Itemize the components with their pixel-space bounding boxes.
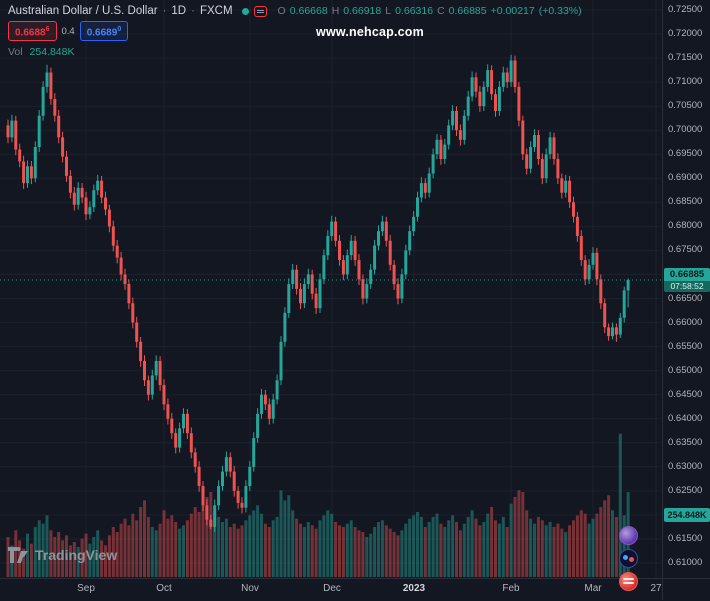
watermark: www.nehcap.com <box>316 25 424 39</box>
last-price-value: 0.66885 <box>669 269 705 280</box>
volume-legend: Vol 254.848K <box>8 46 582 58</box>
high-label: H <box>331 5 340 17</box>
price-axis-label: 0.72000 <box>668 28 703 40</box>
buy-button[interactable]: 0.66890 <box>79 21 129 42</box>
volume-label: Vol <box>8 46 23 59</box>
price-axis-label: 0.61000 <box>668 557 703 568</box>
time-axis-label: Mar <box>584 583 602 594</box>
volume-value: 254.848K <box>29 46 75 59</box>
separator: · <box>162 5 167 17</box>
floating-sticker-bar <box>619 526 638 591</box>
last-price-tag: 0.66885 07:58:52 <box>664 268 710 292</box>
price-axis-label: 0.64000 <box>668 412 703 424</box>
close-label: C <box>437 5 445 17</box>
price-axis-label: 0.68500 <box>668 196 703 208</box>
chart-legend: Australian Dollar / U.S. Dollar · 1D · F… <box>8 5 582 58</box>
price-axis-label: 0.63500 <box>668 436 703 448</box>
open-value: 0.66668 <box>289 5 328 17</box>
separator: · <box>191 5 195 17</box>
price-axis[interactable]: 0.66885 07:58:52 254.848K 0.72500 0.72000… <box>662 0 710 578</box>
open-label: O <box>277 5 286 17</box>
close-value: 0.66885 <box>448 5 487 17</box>
price-axis-label: 0.69500 <box>668 148 703 160</box>
price-axis-label: 0.70000 <box>668 124 703 136</box>
time-axis-label: Oct <box>156 583 172 594</box>
change-percent: (+0.33%) <box>538 5 582 17</box>
price-axis-label: 0.69000 <box>668 172 703 184</box>
bar-countdown: 07:58:52 <box>664 281 710 292</box>
time-axis-label: Sep <box>77 583 95 594</box>
change-value: +0.00217 <box>490 5 535 17</box>
price-axis-label: 0.64500 <box>668 388 703 400</box>
exchange-label: FXCM <box>199 5 233 17</box>
sticker-purple-orb-icon[interactable] <box>619 526 638 545</box>
price-axis-label: 0.68000 <box>668 220 703 232</box>
tradingview-logo[interactable]: TradingView <box>8 546 117 564</box>
price-axis-label: 0.67500 <box>668 244 703 256</box>
time-axis-label: 27 <box>650 583 662 594</box>
volume-axis-tag: 254.848K <box>664 508 710 522</box>
sell-button[interactable]: 0.66886 <box>8 21 57 42</box>
sticker-faces-icon[interactable] <box>619 549 638 568</box>
chart-pane[interactable] <box>0 0 662 578</box>
spread-value: 0.4 <box>61 25 75 37</box>
price-axis-label: 0.71500 <box>668 52 703 64</box>
tradingview-logo-text: TradingView <box>35 547 118 563</box>
price-axis-label: 0.72500 <box>668 4 703 15</box>
axis-corner <box>662 578 710 600</box>
time-axis[interactable]: Sep Oct Nov Dec 2023 Feb Mar 27 <box>0 578 662 601</box>
tradingview-logo-icon <box>8 547 28 563</box>
price-axis-label: 0.70500 <box>668 100 703 112</box>
time-axis-label: 2023 <box>402 583 426 594</box>
price-axis-label: 0.66500 <box>668 292 703 304</box>
legend-quick-menu-icon[interactable] <box>253 5 267 17</box>
low-value: 0.66316 <box>395 5 434 17</box>
time-axis-label: Nov <box>241 583 259 594</box>
price-axis-label: 0.66000 <box>668 316 703 328</box>
price-axis-label: 0.62500 <box>668 484 703 496</box>
interval-button[interactable]: 1D <box>171 5 187 17</box>
candlestick-chart[interactable] <box>0 0 662 578</box>
time-axis-label: Feb <box>502 583 520 594</box>
price-axis-label: 0.71000 <box>668 76 703 88</box>
price-axis-label: 0.63000 <box>668 460 703 472</box>
series-visibility-dot-icon[interactable] <box>241 7 249 15</box>
sticker-red-drum-icon[interactable] <box>619 572 638 591</box>
high-value: 0.66918 <box>343 5 382 17</box>
symbol-title[interactable]: Australian Dollar / U.S. Dollar <box>8 5 158 17</box>
time-axis-label: Dec <box>323 583 341 594</box>
low-label: L <box>385 5 392 17</box>
price-axis-label: 0.65500 <box>668 340 703 352</box>
ohlc-readout: O 0.66668 H 0.66918 L 0.66316 C 0.66885 +0.0… <box>278 5 582 17</box>
price-axis-label: 0.65000 <box>668 364 703 376</box>
price-axis-label: 0.61500 <box>668 532 703 544</box>
